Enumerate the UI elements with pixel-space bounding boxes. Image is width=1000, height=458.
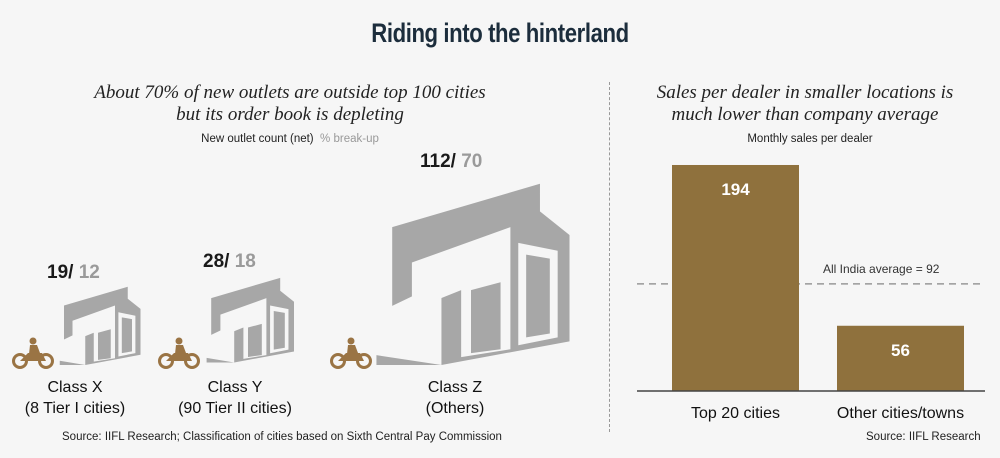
class-x-desc: (8 Tier I cities) <box>24 400 126 417</box>
pct-value-y: 18 <box>234 251 256 272</box>
class-y-desc: (90 Tier II cities) <box>178 400 292 417</box>
motorbike-icon-y <box>158 337 200 369</box>
pct-value-z: 70 <box>461 151 483 172</box>
outlet-count-label: New outlet count (net) <box>201 133 314 145</box>
motorbike-icon-x <box>12 337 54 369</box>
building-icon-z <box>376 183 570 365</box>
count-value-z: 112/ <box>420 151 456 172</box>
count-value-y: 28/ <box>203 251 230 272</box>
category-label-2: Other cities/towns <box>837 405 964 422</box>
count-label-z: 112/ 70 <box>420 151 482 173</box>
right-subtitle-line2: much lower than company average <box>671 104 939 125</box>
bar-value-label-2: 56 <box>891 341 910 360</box>
motorbike-icon-z <box>330 337 372 369</box>
right-subtitle: Sales per dealer in smaller locations is… <box>620 82 990 126</box>
class-y-name: Class Y <box>207 379 263 396</box>
left-source: Source: IIFL Research; Classification of… <box>62 431 502 443</box>
percent-breakup-label: % break-up <box>320 133 379 145</box>
sales-bar-chart: All India average = 92 194 Top 20 cities 56… <box>637 164 985 422</box>
class-z-name: Class Z <box>427 379 483 396</box>
class-label-x: Class X (8 Tier I cities) <box>5 377 145 419</box>
class-z-desc: (Others) <box>425 400 485 417</box>
right-subtitle-line1: Sales per dealer in smaller locations is <box>656 82 954 103</box>
class-label-z: Class Z (Others) <box>385 377 525 419</box>
right-axis-label: Monthly sales per dealer <box>747 133 873 145</box>
bar-value-label-1: 194 <box>721 180 750 199</box>
left-subtitle-line1: About 70% of new outlets are outside top… <box>94 82 486 103</box>
count-label-x: 19/ 12 <box>47 262 100 284</box>
page-title: Riding into the hinterland <box>371 18 629 48</box>
panel-divider <box>609 82 610 432</box>
left-subtitle-line2: but its order book is depleting <box>176 104 404 125</box>
left-subtitle: About 70% of new outlets are outside top… <box>40 82 540 126</box>
building-icon-y <box>206 277 294 363</box>
left-axis-label: New outlet count (net) % break-up <box>90 133 490 145</box>
class-label-y: Class Y (90 Tier II cities) <box>160 377 310 419</box>
average-reference-label: All India average = 92 <box>823 262 940 276</box>
bar-2 <box>837 325 964 391</box>
building-icon-x <box>59 286 141 365</box>
class-x-name: Class X <box>47 379 103 396</box>
pct-value-x: 12 <box>78 262 100 283</box>
category-label-1: Top 20 cities <box>691 405 780 422</box>
count-label-y: 28/ 18 <box>203 251 256 273</box>
count-value-x: 19/ <box>47 262 74 283</box>
right-source: Source: IIFL Research <box>866 431 981 443</box>
bar-1 <box>672 164 799 391</box>
